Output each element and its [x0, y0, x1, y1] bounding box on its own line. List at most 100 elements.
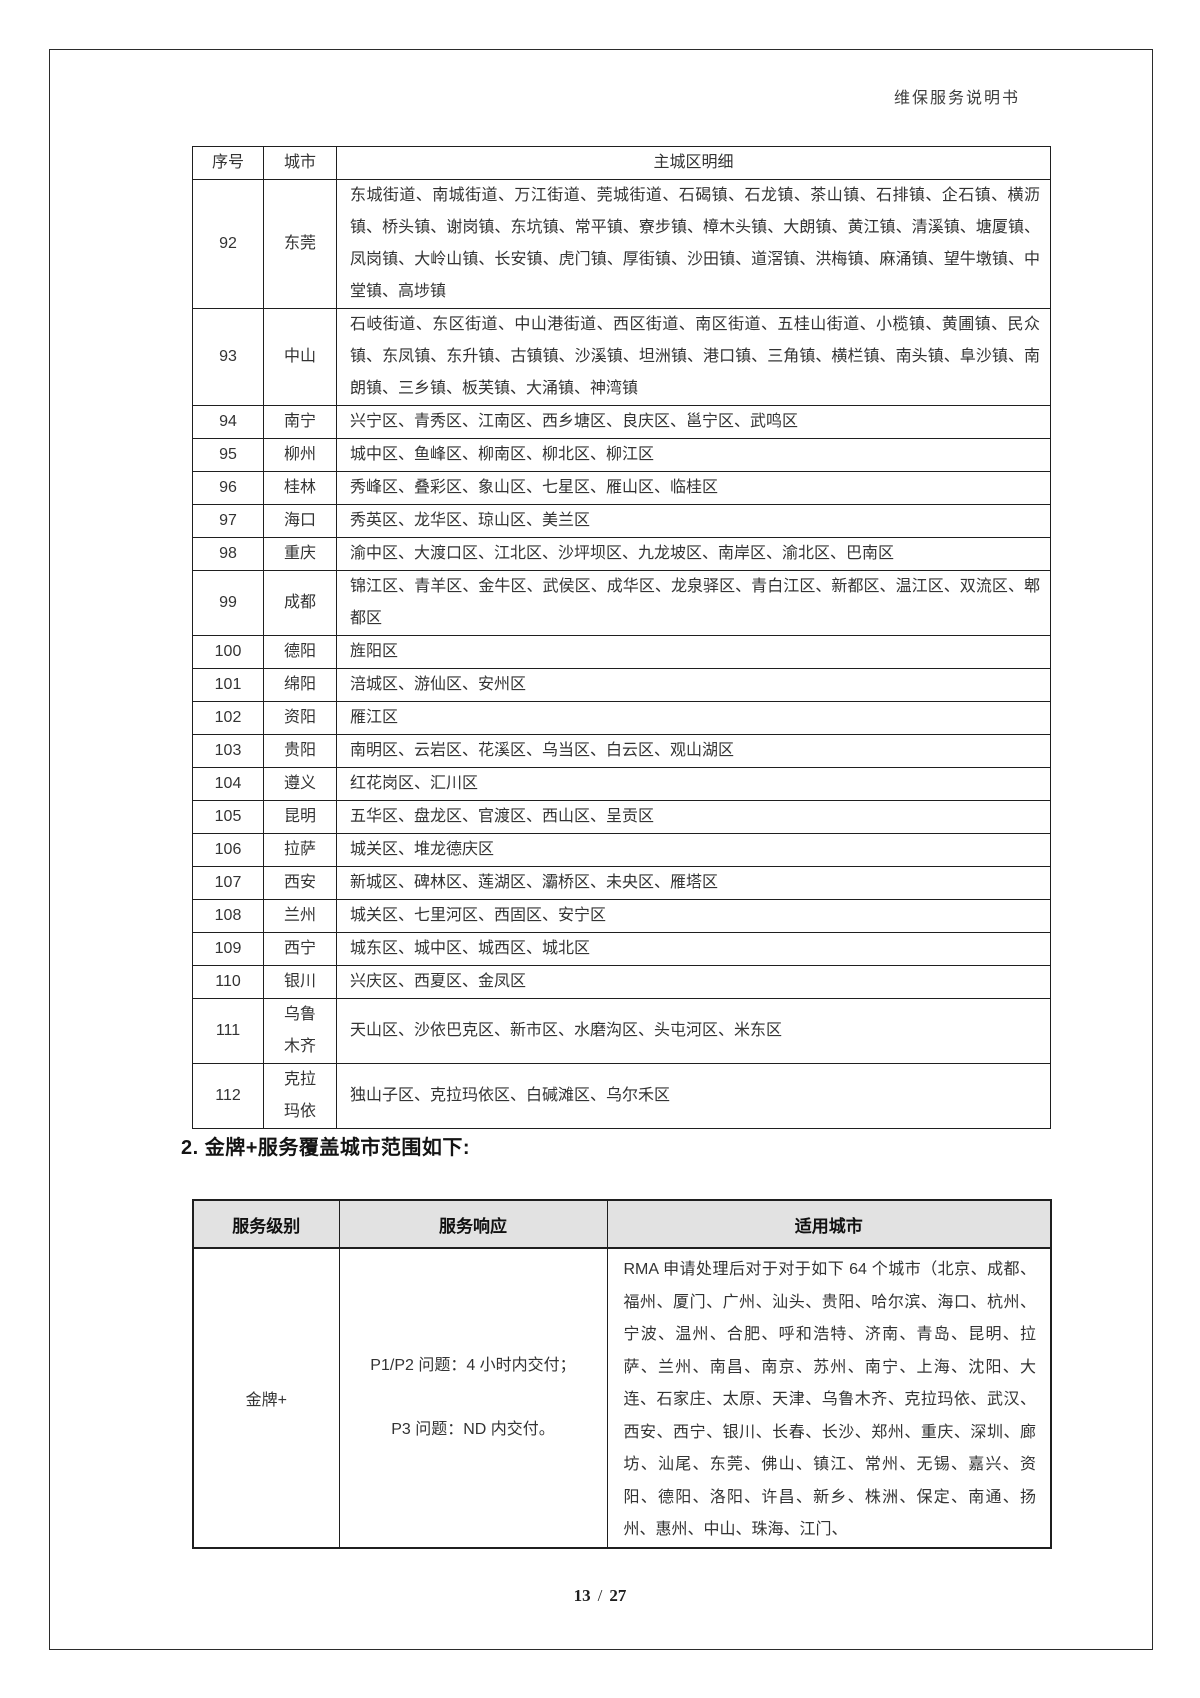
city-name-cell: 西安 [263, 866, 337, 900]
city-name-cell: 乌鲁木齐 [263, 998, 337, 1064]
city-table-row: 105 昆明 五华区、盘龙区、官渡区、西山区、呈贡区 [192, 800, 1051, 834]
city-table-row: 95 柳州 城中区、鱼峰区、柳南区、柳北区、柳江区 [192, 438, 1051, 472]
city-table-row: 97 海口 秀英区、龙华区、琼山区、美兰区 [192, 504, 1051, 538]
service-table-header-response: 服务响应 [338, 1199, 608, 1249]
city-name-cell: 德阳 [263, 635, 337, 669]
service-table-header-row: 服务级别 服务响应 适用城市 [192, 1199, 1052, 1249]
page-number: 13 / 27 [0, 1586, 1200, 1606]
service-response-cell: P1/P2 问题：4 小时内交付； P3 问题：ND 内交付。 [338, 1247, 608, 1548]
service-table-header-level: 服务级别 [192, 1199, 340, 1249]
city-table-header-detail: 主城区明细 [336, 146, 1051, 180]
city-name-cell: 克拉玛依 [263, 1063, 337, 1129]
page-number-total: 27 [609, 1586, 627, 1605]
districts-cell: 南明区、云岩区、花溪区、乌当区、白云区、观山湖区 [336, 734, 1051, 768]
districts-cell: 雁江区 [336, 701, 1051, 735]
response-line-p3: P3 问题：ND 内交付。 [391, 1420, 555, 1438]
row-number-cell: 106 [192, 833, 264, 867]
districts-cell: 兴宁区、青秀区、江南区、西乡塘区、良庆区、邕宁区、武鸣区 [336, 405, 1051, 439]
city-name-cell: 贵阳 [263, 734, 337, 768]
districts-cell: 旌阳区 [336, 635, 1051, 669]
city-table-row: 112 克拉玛依 独山子区、克拉玛依区、白碱滩区、乌尔禾区 [192, 1063, 1051, 1129]
districts-cell: 独山子区、克拉玛依区、白碱滩区、乌尔禾区 [336, 1063, 1051, 1129]
row-number-cell: 105 [192, 800, 264, 834]
row-number-cell: 97 [192, 504, 264, 538]
city-table-row: 96 桂林 秀峰区、叠彩区、象山区、七星区、雁山区、临桂区 [192, 471, 1051, 505]
districts-cell: 城中区、鱼峰区、柳南区、柳北区、柳江区 [336, 438, 1051, 472]
row-number-cell: 96 [192, 471, 264, 505]
districts-cell: 锦江区、青羊区、金牛区、武侯区、成华区、龙泉驿区、青白江区、新都区、温江区、双流… [336, 570, 1051, 636]
city-table-row: 101 绵阳 涪城区、游仙区、安州区 [192, 668, 1051, 702]
row-number-cell: 112 [192, 1063, 264, 1129]
service-table: 服务级别 服务响应 适用城市 金牌+ P1/P2 问题：4 小时内交付； P3 … [192, 1199, 1052, 1549]
city-table-row: 107 西安 新城区、碑林区、莲湖区、灞桥区、未央区、雁塔区 [192, 866, 1051, 900]
city-name-cell: 海口 [263, 504, 337, 538]
city-name-cell: 西宁 [263, 932, 337, 966]
page-number-separator: / [597, 1586, 603, 1605]
row-number-cell: 100 [192, 635, 264, 669]
city-name-cell: 南宁 [263, 405, 337, 439]
row-number-cell: 108 [192, 899, 264, 933]
districts-cell: 新城区、碑林区、莲湖区、灞桥区、未央区、雁塔区 [336, 866, 1051, 900]
districts-cell: 城关区、七里河区、西固区、安宁区 [336, 899, 1051, 933]
city-table: 序号 城市 主城区明细 92 东莞 东城街道、南城街道、万江街道、莞城街道、石碣… [192, 146, 1051, 1129]
city-table-row: 110 银川 兴庆区、西夏区、金凤区 [192, 965, 1051, 999]
row-number-cell: 109 [192, 932, 264, 966]
city-table-header-row: 序号 城市 主城区明细 [192, 146, 1051, 180]
city-name-cell: 银川 [263, 965, 337, 999]
row-number-cell: 110 [192, 965, 264, 999]
page-border [49, 49, 1153, 1650]
districts-cell: 红花岗区、汇川区 [336, 767, 1051, 801]
districts-cell: 五华区、盘龙区、官渡区、西山区、呈贡区 [336, 800, 1051, 834]
city-name-cell: 柳州 [263, 438, 337, 472]
applicable-cities-cell: RMA 申请处理后对于对于如下 64 个城市（北京、成都、福州、厦门、广州、汕头… [606, 1247, 1052, 1548]
city-name-cell: 遵义 [263, 767, 337, 801]
city-table-header-city: 城市 [263, 146, 337, 180]
city-table-row: 108 兰州 城关区、七里河区、西固区、安宁区 [192, 899, 1051, 933]
city-table-row: 98 重庆 渝中区、大渡口区、江北区、沙坪坝区、九龙坡区、南岸区、渝北区、巴南区 [192, 537, 1051, 571]
city-name-cell: 昆明 [263, 800, 337, 834]
row-number-cell: 101 [192, 668, 264, 702]
city-name-cell: 东莞 [263, 179, 337, 309]
city-table-row: 100 德阳 旌阳区 [192, 635, 1051, 669]
row-number-cell: 99 [192, 570, 264, 636]
districts-cell: 天山区、沙依巴克区、新市区、水磨沟区、头屯河区、米东区 [336, 998, 1051, 1064]
districts-cell: 城关区、堆龙德庆区 [336, 833, 1051, 867]
city-name-cell: 成都 [263, 570, 337, 636]
city-table-header-no: 序号 [192, 146, 264, 180]
row-number-cell: 102 [192, 701, 264, 735]
doc-header-title: 维保服务说明书 [893, 90, 1020, 107]
city-name-cell: 中山 [263, 308, 337, 406]
row-number-cell: 103 [192, 734, 264, 768]
city-table-row: 102 资阳 雁江区 [192, 701, 1051, 735]
city-table-row: 92 东莞 东城街道、南城街道、万江街道、莞城街道、石碣镇、石龙镇、茶山镇、石排… [192, 179, 1051, 309]
response-line-p1p2: P1/P2 问题：4 小时内交付； [370, 1356, 576, 1374]
city-table-row: 106 拉萨 城关区、堆龙德庆区 [192, 833, 1051, 867]
city-name-cell: 绵阳 [263, 668, 337, 702]
row-number-cell: 104 [192, 767, 264, 801]
districts-cell: 秀峰区、叠彩区、象山区、七星区、雁山区、临桂区 [336, 471, 1051, 505]
city-name-cell: 资阳 [263, 701, 337, 735]
city-table-row: 99 成都 锦江区、青羊区、金牛区、武侯区、成华区、龙泉驿区、青白江区、新都区、… [192, 570, 1051, 636]
service-table-row: 金牌+ P1/P2 问题：4 小时内交付； P3 问题：ND 内交付。 RMA … [192, 1247, 1052, 1548]
row-number-cell: 95 [192, 438, 264, 472]
districts-cell: 兴庆区、西夏区、金凤区 [336, 965, 1051, 999]
page-number-current: 13 [573, 1586, 591, 1605]
city-name-cell: 重庆 [263, 537, 337, 571]
row-number-cell: 98 [192, 537, 264, 571]
row-number-cell: 107 [192, 866, 264, 900]
districts-cell: 城东区、城中区、城西区、城北区 [336, 932, 1051, 966]
districts-cell: 渝中区、大渡口区、江北区、沙坪坝区、九龙坡区、南岸区、渝北区、巴南区 [336, 537, 1051, 571]
city-table-row: 104 遵义 红花岗区、汇川区 [192, 767, 1051, 801]
row-number-cell: 111 [192, 998, 264, 1064]
city-name-cell: 兰州 [263, 899, 337, 933]
city-table-row: 109 西宁 城东区、城中区、城西区、城北区 [192, 932, 1051, 966]
city-table-row: 94 南宁 兴宁区、青秀区、江南区、西乡塘区、良庆区、邕宁区、武鸣区 [192, 405, 1051, 439]
city-name-cell: 拉萨 [263, 833, 337, 867]
service-table-header-cities: 适用城市 [606, 1199, 1052, 1249]
row-number-cell: 93 [192, 308, 264, 406]
city-table-row: 93 中山 石岐街道、东区街道、中山港街道、西区街道、南区街道、五桂山街道、小榄… [192, 308, 1051, 406]
districts-cell: 石岐街道、东区街道、中山港街道、西区街道、南区街道、五桂山街道、小榄镇、黄圃镇、… [336, 308, 1051, 406]
city-name-cell: 桂林 [263, 471, 337, 505]
city-table-row: 103 贵阳 南明区、云岩区、花溪区、乌当区、白云区、观山湖区 [192, 734, 1051, 768]
